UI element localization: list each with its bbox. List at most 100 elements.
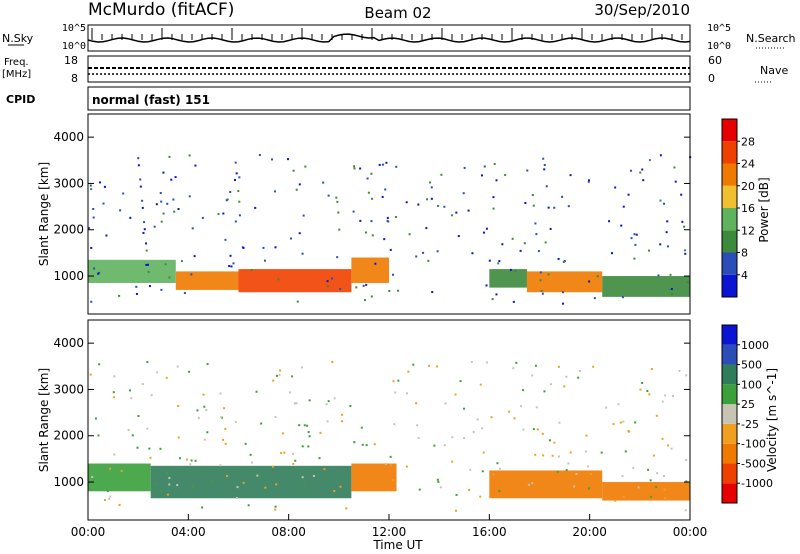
- velocity-colorbar: 1000 500 100 25 -25 -100 -500 -1000: [721, 324, 773, 504]
- scatter-speck: [501, 243, 504, 246]
- y-tick-label: 4000: [53, 130, 84, 144]
- scatter-speck: [685, 458, 688, 461]
- scatter-speck: [361, 443, 364, 446]
- scatter-speck: [479, 495, 482, 498]
- power-cell-3: [351, 257, 389, 283]
- scatter-speck: [336, 256, 339, 259]
- scatter-speck: [463, 437, 466, 440]
- scatter-speck: [481, 470, 484, 473]
- scatter-speck: [463, 166, 466, 169]
- scatter-speck: [165, 471, 168, 474]
- scatter-speck: [451, 460, 454, 463]
- scatter-speck: [470, 360, 473, 363]
- scatter-speck: [624, 450, 627, 453]
- scatter-speck: [337, 211, 340, 214]
- scatter-speck: [146, 263, 149, 266]
- scatter-speck: [141, 382, 144, 385]
- freq-left-tick-bottom: 8: [71, 72, 78, 85]
- scatter-speck: [331, 360, 334, 363]
- scatter-speck: [177, 404, 180, 407]
- scatter-speck: [589, 472, 592, 475]
- scatter-speck: [174, 176, 177, 179]
- scatter-speck: [392, 380, 395, 383]
- scatter-speck: [159, 447, 162, 450]
- scatter-speck: [389, 455, 392, 458]
- scatter-speck: [271, 158, 274, 161]
- scatter-speck: [235, 496, 238, 499]
- scatter-speck: [509, 268, 512, 271]
- scatter-speck: [176, 365, 179, 368]
- scatter-speck: [370, 220, 373, 223]
- scatter-speck: [373, 443, 376, 446]
- nsearch-label: N.Search: [746, 32, 796, 45]
- scatter-speck: [650, 367, 653, 370]
- scatter-speck: [191, 485, 194, 488]
- colorbar-swatch: [722, 119, 737, 142]
- scatter-speck: [301, 252, 304, 255]
- scatter-speck: [162, 171, 165, 174]
- scatter-speck: [622, 420, 625, 423]
- scatter-speck: [387, 220, 390, 223]
- scatter-speck: [561, 195, 564, 198]
- scatter-speck: [511, 237, 514, 240]
- scatter-speck: [621, 296, 624, 299]
- scatter-speck: [319, 431, 322, 434]
- scatter-speck: [415, 402, 418, 405]
- scatter-speck: [630, 237, 633, 240]
- scatter-speck: [663, 488, 666, 491]
- y-tick-label: 3000: [53, 176, 84, 190]
- scatter-speck: [547, 206, 550, 209]
- scatter-speck: [237, 190, 240, 193]
- scatter-speck: [437, 205, 440, 208]
- scatter-speck: [295, 188, 298, 191]
- scatter-speck: [655, 485, 658, 488]
- cpid-panel-frame: [87, 86, 691, 111]
- scatter-speck: [242, 246, 245, 249]
- scatter-speck: [472, 431, 475, 434]
- scatter-speck: [371, 197, 374, 200]
- scatter-speck: [219, 392, 222, 395]
- scatter-speck: [622, 495, 625, 498]
- power-cell-6: [602, 276, 690, 297]
- scatter-speck: [641, 168, 644, 171]
- scatter-speck: [203, 438, 206, 441]
- scatter-speck: [542, 454, 545, 457]
- scatter-speck: [481, 427, 484, 430]
- scatter-speck: [586, 465, 589, 468]
- scatter-speck: [381, 163, 384, 166]
- scatter-speck: [531, 374, 534, 377]
- scatter-speck: [573, 485, 576, 488]
- scatter-speck: [219, 464, 222, 467]
- scatter-speck: [605, 406, 608, 409]
- scatter-speck: [303, 424, 306, 427]
- scatter-speck: [659, 243, 662, 246]
- scatter-speck: [635, 233, 638, 236]
- y-tick-label: 4000: [53, 336, 84, 350]
- scatter-speck: [666, 220, 669, 223]
- scatter-speck: [481, 174, 484, 177]
- scatter-speck: [242, 481, 245, 484]
- scatter-speck: [394, 216, 397, 219]
- scatter-speck: [249, 453, 252, 456]
- scatter-speck: [634, 421, 637, 424]
- scatter-speck: [274, 246, 277, 249]
- scatter-speck: [593, 297, 596, 300]
- scatter-speck: [230, 265, 233, 268]
- scatter-speck: [642, 179, 645, 182]
- scatter-speck: [301, 366, 304, 369]
- scatter-speck: [113, 375, 116, 378]
- scatter-speck: [168, 155, 171, 158]
- scatter-speck: [686, 281, 689, 284]
- scatter-speck: [646, 389, 649, 392]
- scatter-speck: [98, 181, 101, 184]
- scatter-speck: [493, 162, 496, 165]
- scatter-speck: [247, 504, 250, 507]
- scatter-speck: [191, 227, 194, 230]
- scatter-speck: [367, 191, 370, 194]
- scatter-speck: [177, 208, 180, 211]
- scatter-speck: [339, 485, 342, 488]
- scatter-speck: [540, 289, 543, 292]
- scatter-speck: [577, 376, 580, 379]
- scatter-speck: [430, 197, 433, 200]
- scatter-speck: [567, 205, 570, 208]
